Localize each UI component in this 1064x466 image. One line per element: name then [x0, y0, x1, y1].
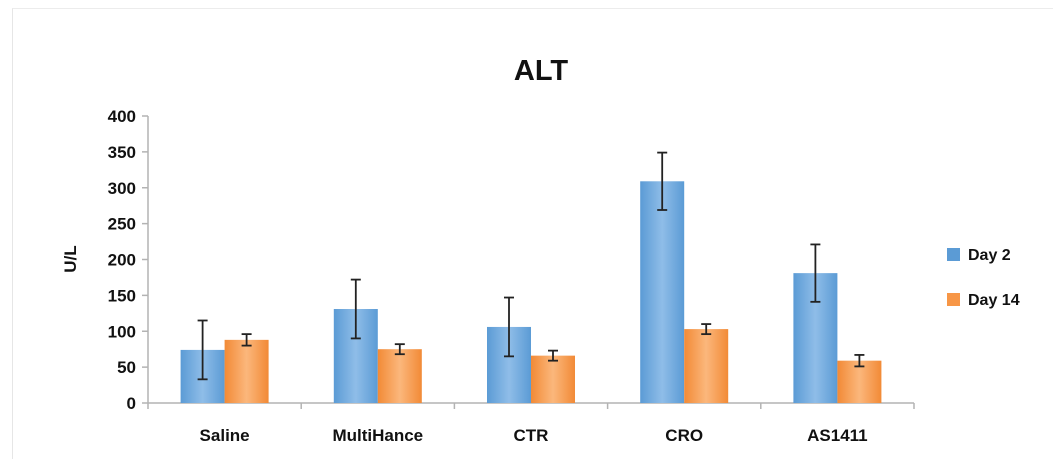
- y-tick-label: 350: [108, 143, 136, 162]
- y-axis-label: U/L: [61, 245, 80, 272]
- bar-day-14-multihance: [377, 349, 422, 403]
- bars: [180, 181, 882, 403]
- error-bars: [197, 151, 865, 381]
- error-bar-day-14-multihance: [394, 343, 405, 356]
- x-tick-label-cro: CRO: [665, 426, 703, 445]
- bar-day-14-cro: [684, 329, 729, 403]
- y-tick-label: 0: [127, 394, 136, 413]
- legend-label-day-14: Day 14: [968, 292, 1020, 309]
- bar-day-14-ctr: [531, 355, 575, 403]
- error-bar-day-14-cro: [701, 323, 712, 336]
- legend-label-day-2: Day 2: [968, 247, 1011, 264]
- x-tick-label-as1411: AS1411: [807, 426, 868, 445]
- legend: Day 2 Day 14: [947, 247, 1020, 309]
- bar-day-14-saline: [224, 339, 269, 403]
- y-tick-label: 50: [117, 358, 136, 377]
- error-bar-day-2-as1411: [810, 243, 821, 303]
- x-tick-labels: Saline MultiHance CTR CRO AS1411: [200, 426, 868, 445]
- y-tick-label: 300: [108, 179, 136, 198]
- y-tick-label: 250: [108, 215, 136, 234]
- bar-day-14-as1411: [837, 360, 882, 403]
- x-tick-label-ctr: CTR: [514, 426, 549, 445]
- error-bar-day-2-ctr: [504, 296, 514, 358]
- error-bar-day-14-saline: [241, 333, 252, 347]
- error-bar-day-2-multihance: [350, 278, 361, 340]
- error-bar-day-14-ctr: [548, 349, 558, 362]
- error-bar-day-2-cro: [657, 151, 668, 211]
- error-bar-day-14-as1411: [854, 354, 865, 368]
- y-tick-label: 150: [108, 286, 136, 305]
- legend-swatch-day-2: [947, 248, 960, 261]
- y-tick-label: 100: [108, 322, 136, 341]
- x-tick-label-saline: Saline: [200, 426, 250, 445]
- error-bar-day-2-saline: [197, 319, 208, 381]
- y-tick-labels: 0 50 100 150 200 250 300 350 400: [108, 107, 136, 413]
- y-tick-label: 200: [108, 251, 136, 270]
- bar-day-2-cro: [640, 181, 685, 403]
- chart-title: ALT: [514, 55, 569, 87]
- y-tick-label: 400: [108, 107, 136, 126]
- x-tick-label-multihance: MultiHance: [332, 426, 423, 445]
- legend-swatch-day-14: [947, 293, 960, 306]
